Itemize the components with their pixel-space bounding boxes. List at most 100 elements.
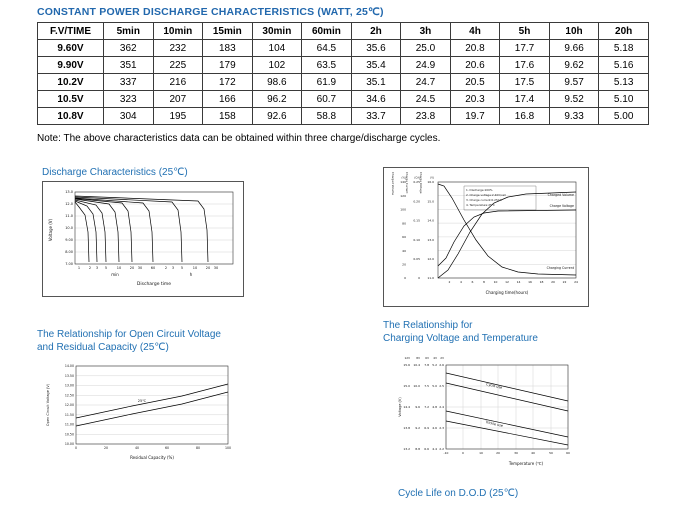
- x-tick-label: 60: [165, 446, 169, 450]
- chart-annotation: Cycle use: [486, 382, 503, 390]
- y-tick-label: 140: [400, 180, 406, 184]
- watt-value-cell: 9.57: [548, 73, 600, 91]
- chart-annotation: 6V: [425, 356, 429, 360]
- y-tick-label: 13.50: [65, 374, 74, 378]
- page-title: CONSTANT POWER DISCHARGE CHARACTERISTICS…: [37, 6, 384, 18]
- chart-annotation: 4. Temperature:25℃: [466, 203, 495, 207]
- plot-frame: [445, 364, 569, 450]
- chart-curve: [74, 199, 107, 263]
- y-tick-label: 15.0: [427, 199, 434, 203]
- chart-annotation: 12V: [405, 356, 411, 360]
- x-tick-label: 2: [449, 280, 451, 284]
- x-tick-label: 24: [574, 280, 578, 284]
- time-header-cell: 5min: [103, 22, 154, 40]
- watt-value-cell: 35.1: [350, 73, 402, 91]
- watt-value-cell: 207: [152, 90, 204, 108]
- x-tick-label: 22: [563, 280, 567, 284]
- x-tick-label: 40: [135, 446, 139, 450]
- chart-annotation: h: [190, 272, 193, 277]
- watt-value-cell: 304: [103, 107, 154, 125]
- y-tick-label: 2.3: [439, 426, 444, 430]
- x-tick-label: 10: [479, 451, 483, 455]
- y-tick-label: 5.0: [432, 384, 437, 388]
- chart-curve: [74, 201, 90, 263]
- y-tick-label: 11.0: [65, 214, 73, 218]
- discharge-chart-title: Discharge Characteristics (25℃): [42, 167, 188, 178]
- y-tick-label: 0.20: [413, 199, 420, 203]
- y-tick-label: 4.6: [432, 426, 437, 430]
- y-tick-label: 4.4: [432, 447, 437, 451]
- table-header-row: F.V/TIME 5min 10min 15min 30min 60min 2h 3h 4h 5h…: [37, 22, 649, 40]
- chart-annotation: Voltage (V): [48, 218, 53, 241]
- x-tick-label: 5: [181, 266, 183, 270]
- y-tick-label: 12.00: [65, 403, 74, 407]
- chart-curve: [445, 372, 569, 402]
- time-header-cell: 3h: [400, 22, 451, 40]
- watt-value-cell: 23.8: [400, 107, 451, 125]
- watt-value-cell: 34.6: [350, 90, 402, 108]
- watt-value-cell: 9.62: [548, 56, 600, 74]
- y-tick-label: 120: [400, 194, 406, 198]
- temp-chart-svg: -10 0 10 20 30 40 50 60 15.6 15.0 14.4 13.8 13.2 10.4…: [398, 356, 570, 466]
- x-tick-label: 60: [151, 266, 155, 270]
- chart-annotation: Charged Volume: [391, 172, 395, 195]
- y-tick-label: 14.0: [427, 219, 434, 223]
- charging-voltage-temp-title-line2: Charging Voltage and Temperature: [383, 333, 538, 344]
- y-tick-label: 2.2: [439, 447, 444, 451]
- y-tick-label: 2.4: [439, 405, 444, 409]
- watt-value-cell: 179: [202, 56, 253, 74]
- discharge-chart-svg: 1 2 3 5 10 20 30 60 2 3 5 10 20 30 13.0 12.0 11.0 10.0 9.0…: [48, 190, 234, 287]
- chart-annotation: 2. Charge voltage:2.40V/cell: [466, 193, 506, 197]
- watt-value-cell: 35.4: [350, 56, 402, 74]
- watt-value-cell: 172: [202, 73, 253, 91]
- y-tick-label: 10.00: [65, 442, 74, 446]
- y-tick-label: 12.0: [427, 257, 434, 261]
- x-tick-label: 0: [75, 446, 77, 450]
- chart-annotation: 4V: [433, 356, 437, 360]
- watt-value-cell: 183: [202, 39, 253, 57]
- watt-value-cell: 92.6: [251, 107, 303, 125]
- x-tick-label: 50: [549, 451, 553, 455]
- table-note: Note: The above characteristics data can…: [37, 133, 441, 144]
- chart-annotation: 8V: [416, 356, 420, 360]
- plot-frame: [75, 365, 229, 445]
- x-tick-label: 30: [138, 266, 142, 270]
- watt-value-cell: 20.6: [449, 56, 501, 74]
- watt-value-cell: 362: [103, 39, 154, 57]
- y-tick-label: 16.0: [427, 180, 434, 184]
- watt-value-cell: 216: [152, 73, 204, 91]
- y-tick-label: 13.8: [403, 426, 410, 430]
- x-tick-label: 10: [117, 266, 121, 270]
- watt-value-cell: 166: [202, 90, 253, 108]
- y-tick-label: 4.8: [432, 405, 437, 409]
- y-tick-label: 14.00: [65, 364, 74, 368]
- y-tick-label: 13.2: [403, 447, 410, 451]
- chart-annotation: 2V: [440, 356, 444, 360]
- y-tick-label: 12.0: [65, 202, 73, 206]
- time-header-cell: 60min: [301, 22, 352, 40]
- chart-annotation: 3. Charge current:0.25CA: [466, 198, 502, 202]
- watt-value-cell: 17.4: [499, 90, 550, 108]
- chart-curve: [437, 183, 577, 276]
- chart-curve: [74, 198, 133, 263]
- table-row: 9.60V 362 232 183 104 64.5 35.6 25.0 20.8 17.7 9.6…: [37, 39, 649, 57]
- watt-value-cell: 20.3: [449, 90, 501, 108]
- chart-annotation: min: [111, 272, 119, 277]
- y-tick-label: 10.0: [413, 384, 420, 388]
- x-tick-label: 1: [78, 266, 80, 270]
- y-tick-label: 10.4: [413, 363, 420, 367]
- time-header-cell: 10h: [548, 22, 600, 40]
- watt-value-cell: 9.52: [548, 90, 600, 108]
- chart-annotation: Residual Capacity (%): [130, 455, 174, 460]
- watt-value-cell: 61.9: [301, 73, 352, 91]
- x-tick-label: 10: [494, 280, 498, 284]
- y-tick-label: 2.5: [439, 384, 444, 388]
- x-tick-label: -10: [444, 451, 449, 455]
- watt-value-cell: 58.8: [301, 107, 352, 125]
- voltage-row-header: 10.5V: [37, 90, 104, 108]
- y-tick-label: 10.50: [65, 433, 74, 437]
- voltage-row-header: 9.90V: [37, 56, 104, 74]
- watt-value-cell: 33.7: [350, 107, 402, 125]
- corner-header-cell: F.V/TIME: [37, 22, 104, 40]
- watt-value-cell: 5.00: [598, 107, 649, 125]
